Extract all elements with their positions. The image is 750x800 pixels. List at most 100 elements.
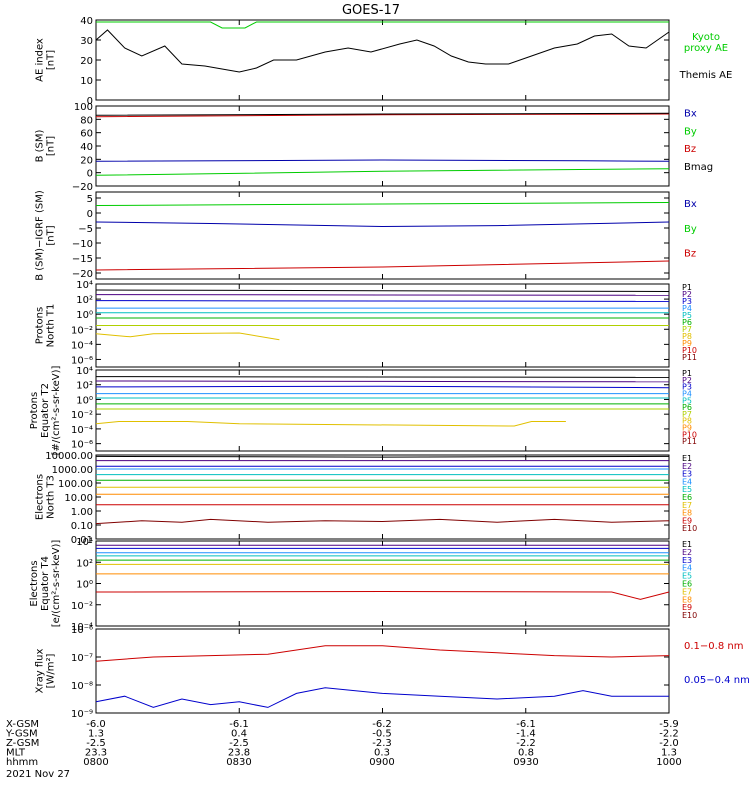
y-tick-label: 10⁻² bbox=[71, 410, 93, 421]
legend-label: P1 bbox=[682, 369, 692, 378]
y-tick-label: 100.00 bbox=[58, 479, 93, 490]
y-tick-label: 10⁰ bbox=[76, 395, 93, 406]
legend-label: E1 bbox=[682, 454, 692, 463]
series-line-p2 bbox=[95, 294, 670, 296]
y-axis-label: Electrons bbox=[29, 560, 40, 606]
legend-label: E8 bbox=[682, 595, 692, 604]
y-tick-label: 10⁰ bbox=[76, 310, 93, 321]
legend-label: P9 bbox=[682, 339, 692, 348]
y-tick-label: 10⁴ bbox=[76, 537, 93, 548]
y-tick-label: 10⁻⁹ bbox=[71, 709, 93, 720]
series-line-p8 bbox=[95, 332, 280, 341]
series-line-bmag bbox=[95, 112, 670, 116]
legend-label: E3 bbox=[682, 556, 692, 565]
y-axis-label: B (SM) bbox=[35, 129, 46, 162]
series-line-bx bbox=[95, 221, 670, 228]
footer-row-label: hhmm bbox=[6, 757, 38, 768]
legend-label: E3 bbox=[682, 470, 692, 479]
legend-label: E10 bbox=[682, 524, 697, 533]
panel-4: 10⁻⁶ 10⁻⁴ 10⁻² 10⁰ 10² 10⁴ Protons North T1 P1P2… bbox=[35, 280, 697, 368]
y-tick-label: 10⁴ bbox=[76, 366, 93, 377]
y-tick-label: 10² bbox=[76, 295, 93, 306]
series-line-0-05-0-4-nm bbox=[95, 687, 669, 708]
footer-row-label: X-GSM bbox=[6, 719, 39, 730]
footer-row-label: Y-GSM bbox=[5, 729, 38, 740]
y-axis-label: [#/(cm²-s-sr-keV)] bbox=[51, 366, 62, 456]
footer-value: -2.0 bbox=[659, 738, 679, 749]
y-tick-label: 0 bbox=[87, 96, 93, 107]
y-tick-label: 0 bbox=[87, 169, 93, 180]
y-axis-label: [e/(cm²-s-sr-keV)] bbox=[51, 540, 62, 628]
y-tick-label: 40 bbox=[80, 142, 93, 153]
y-tick-label: 10⁻² bbox=[71, 601, 93, 612]
y-tick-label: 10⁻⁷ bbox=[71, 653, 93, 664]
legend-label: proxy AE bbox=[684, 43, 728, 54]
y-tick-label: 20 bbox=[80, 56, 93, 67]
footer-value: -2.2 bbox=[516, 738, 536, 749]
y-axis-label: Xray flux bbox=[35, 649, 46, 694]
footer-value: -6.0 bbox=[86, 719, 106, 730]
footer-value: 23.3 bbox=[85, 748, 107, 759]
footer-value: 0.8 bbox=[518, 748, 534, 759]
legend-label: 0.1−0.8 nm bbox=[684, 641, 743, 652]
legend-label: P4 bbox=[682, 389, 692, 398]
footer-value: -2.3 bbox=[372, 738, 392, 749]
y-tick-label: 10⁻⁴ bbox=[71, 622, 93, 633]
legend-label: E6 bbox=[682, 580, 692, 589]
y-axis-label: B (SM)−IGRF (SM) bbox=[35, 190, 46, 281]
legend-label: P11 bbox=[682, 353, 697, 362]
legend-label: Themis AE bbox=[679, 70, 733, 81]
y-tick-label: 10 bbox=[80, 76, 93, 87]
footer-date: 2021 Nov 27 bbox=[6, 769, 70, 780]
y-tick-label: 1000.00 bbox=[52, 465, 93, 476]
panel-6: 0.01 0.10 1.00 10.00 100.00 1000.00 10000.00 El… bbox=[35, 451, 698, 546]
legend-label: By bbox=[684, 224, 697, 235]
y-axis-label: [nT] bbox=[46, 50, 57, 70]
legend-label: By bbox=[684, 126, 697, 137]
y-tick-label: −10 bbox=[72, 239, 93, 250]
series-line-0-1-0-8-nm bbox=[95, 645, 670, 662]
legend-label: E8 bbox=[682, 509, 692, 518]
series-line-p8 bbox=[95, 421, 566, 427]
legend-label: P11 bbox=[682, 437, 697, 446]
panel-frame bbox=[95, 628, 670, 714]
legend-label: P8 bbox=[682, 417, 692, 426]
legend-label: P10 bbox=[682, 430, 697, 439]
y-tick-label: −20 bbox=[72, 182, 93, 193]
y-tick-label: 20 bbox=[80, 155, 93, 166]
y-tick-label: 100 bbox=[74, 102, 93, 113]
panel-8: 10⁻⁹ 10⁻⁸ 10⁻⁷ 10⁻⁶ Xray flux [W/m²] 0.1−0.8 n… bbox=[35, 625, 750, 720]
series-line-by bbox=[95, 202, 670, 206]
footer-value: -1.4 bbox=[516, 729, 536, 740]
legend-label: P8 bbox=[682, 332, 692, 341]
legend-label: E10 bbox=[682, 611, 697, 620]
y-axis-label: North T3 bbox=[46, 475, 57, 519]
legend-label: E9 bbox=[682, 603, 692, 612]
y-tick-label: 0.10 bbox=[71, 521, 93, 532]
panel-3: −20 −15 −10 −5 0 5 B (SM)−IGRF (SM) [nT] Bx By Bz bbox=[35, 190, 697, 281]
footer-value: -6.1 bbox=[229, 719, 249, 730]
series-line-p2 bbox=[95, 380, 670, 383]
footer-value: -6.1 bbox=[516, 719, 536, 730]
panel-2: −20 0 20 40 60 80 100 B (SM) [nT] Bx By Bz Bmag bbox=[35, 102, 714, 193]
legend-label: P5 bbox=[682, 396, 692, 405]
y-axis-label: Protons bbox=[35, 307, 46, 344]
footer-value: 0800 bbox=[83, 757, 108, 768]
y-axis-label: AE index bbox=[35, 38, 46, 82]
y-tick-label: 10⁻⁶ bbox=[71, 625, 93, 636]
footer-row-label: MLT bbox=[6, 748, 26, 759]
legend-label: Bz bbox=[684, 144, 696, 155]
legend-label: P10 bbox=[682, 346, 697, 355]
y-tick-label: −5 bbox=[78, 224, 93, 235]
footer-value: -6.2 bbox=[372, 719, 392, 730]
legend-label: P6 bbox=[682, 318, 692, 327]
legend: 0.1−0.8 nm 0.05−0.4 nm bbox=[684, 641, 750, 686]
legend-label: E7 bbox=[682, 501, 692, 510]
footer-value: 0830 bbox=[226, 757, 251, 768]
series-line-p3 bbox=[95, 300, 670, 302]
y-axis-label: [nT] bbox=[46, 225, 57, 245]
series-line-bz bbox=[95, 260, 670, 271]
